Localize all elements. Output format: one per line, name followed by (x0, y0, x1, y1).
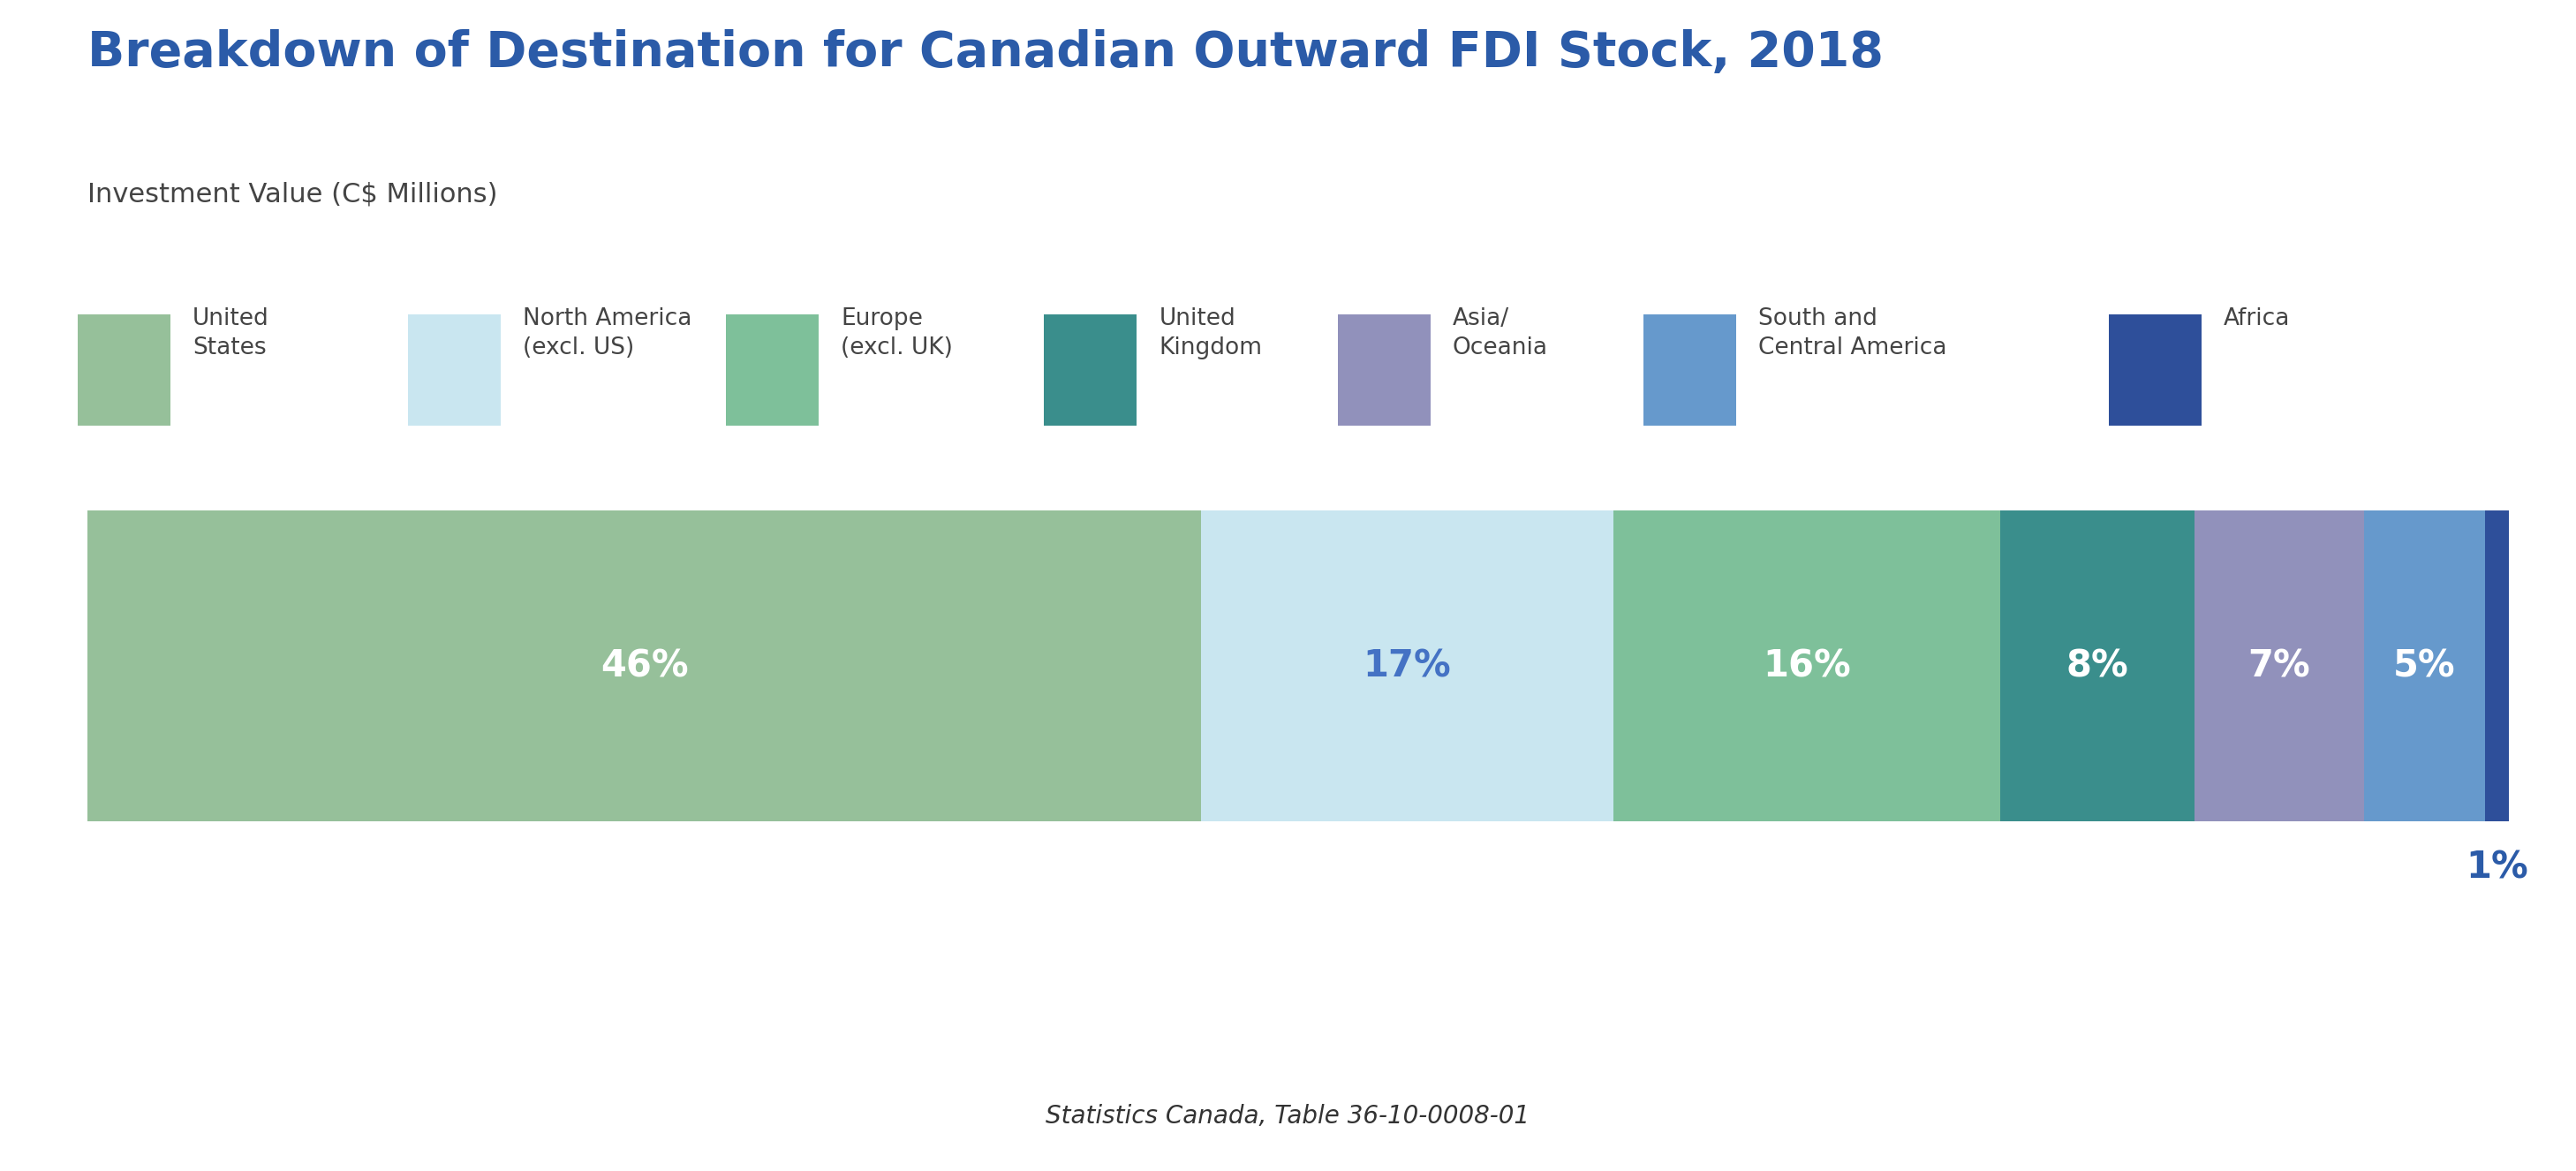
Bar (77, 315, 170, 426)
Bar (2486, 511, 2509, 821)
Text: Statistics Canada, Table 36-10-0008-01: Statistics Canada, Table 36-10-0008-01 (1046, 1103, 1530, 1129)
Bar (1643, 315, 1736, 426)
Bar (2195, 511, 2365, 821)
Bar (88, 511, 1200, 821)
Bar (726, 315, 819, 426)
Text: Europe
(excl. UK): Europe (excl. UK) (840, 308, 953, 359)
Text: 16%: 16% (1762, 648, 1850, 684)
Text: 5%: 5% (2393, 648, 2455, 684)
Bar (2002, 511, 2195, 821)
Text: South and
Central America: South and Central America (1759, 308, 1947, 359)
Bar (1200, 511, 1613, 821)
Text: United
States: United States (193, 308, 268, 359)
Text: 7%: 7% (2249, 648, 2311, 684)
Text: Investment Value (C$ Millions): Investment Value (C$ Millions) (88, 182, 497, 207)
Bar (407, 315, 500, 426)
Bar (2107, 315, 2202, 426)
Text: 8%: 8% (2066, 648, 2128, 684)
Bar (2365, 511, 2486, 821)
Text: 1%: 1% (2465, 849, 2527, 886)
Text: United
Kingdom: United Kingdom (1159, 308, 1262, 359)
Text: 46%: 46% (600, 648, 688, 684)
Text: 17%: 17% (1363, 648, 1450, 684)
Bar (1613, 511, 2002, 821)
Bar (1043, 315, 1136, 426)
Text: Africa: Africa (2223, 308, 2290, 330)
Text: Breakdown of Destination for Canadian Outward FDI Stock, 2018: Breakdown of Destination for Canadian Ou… (88, 29, 1883, 77)
Text: North America
(excl. US): North America (excl. US) (523, 308, 693, 359)
Text: Asia/
Oceania: Asia/ Oceania (1453, 308, 1548, 359)
Bar (1337, 315, 1430, 426)
